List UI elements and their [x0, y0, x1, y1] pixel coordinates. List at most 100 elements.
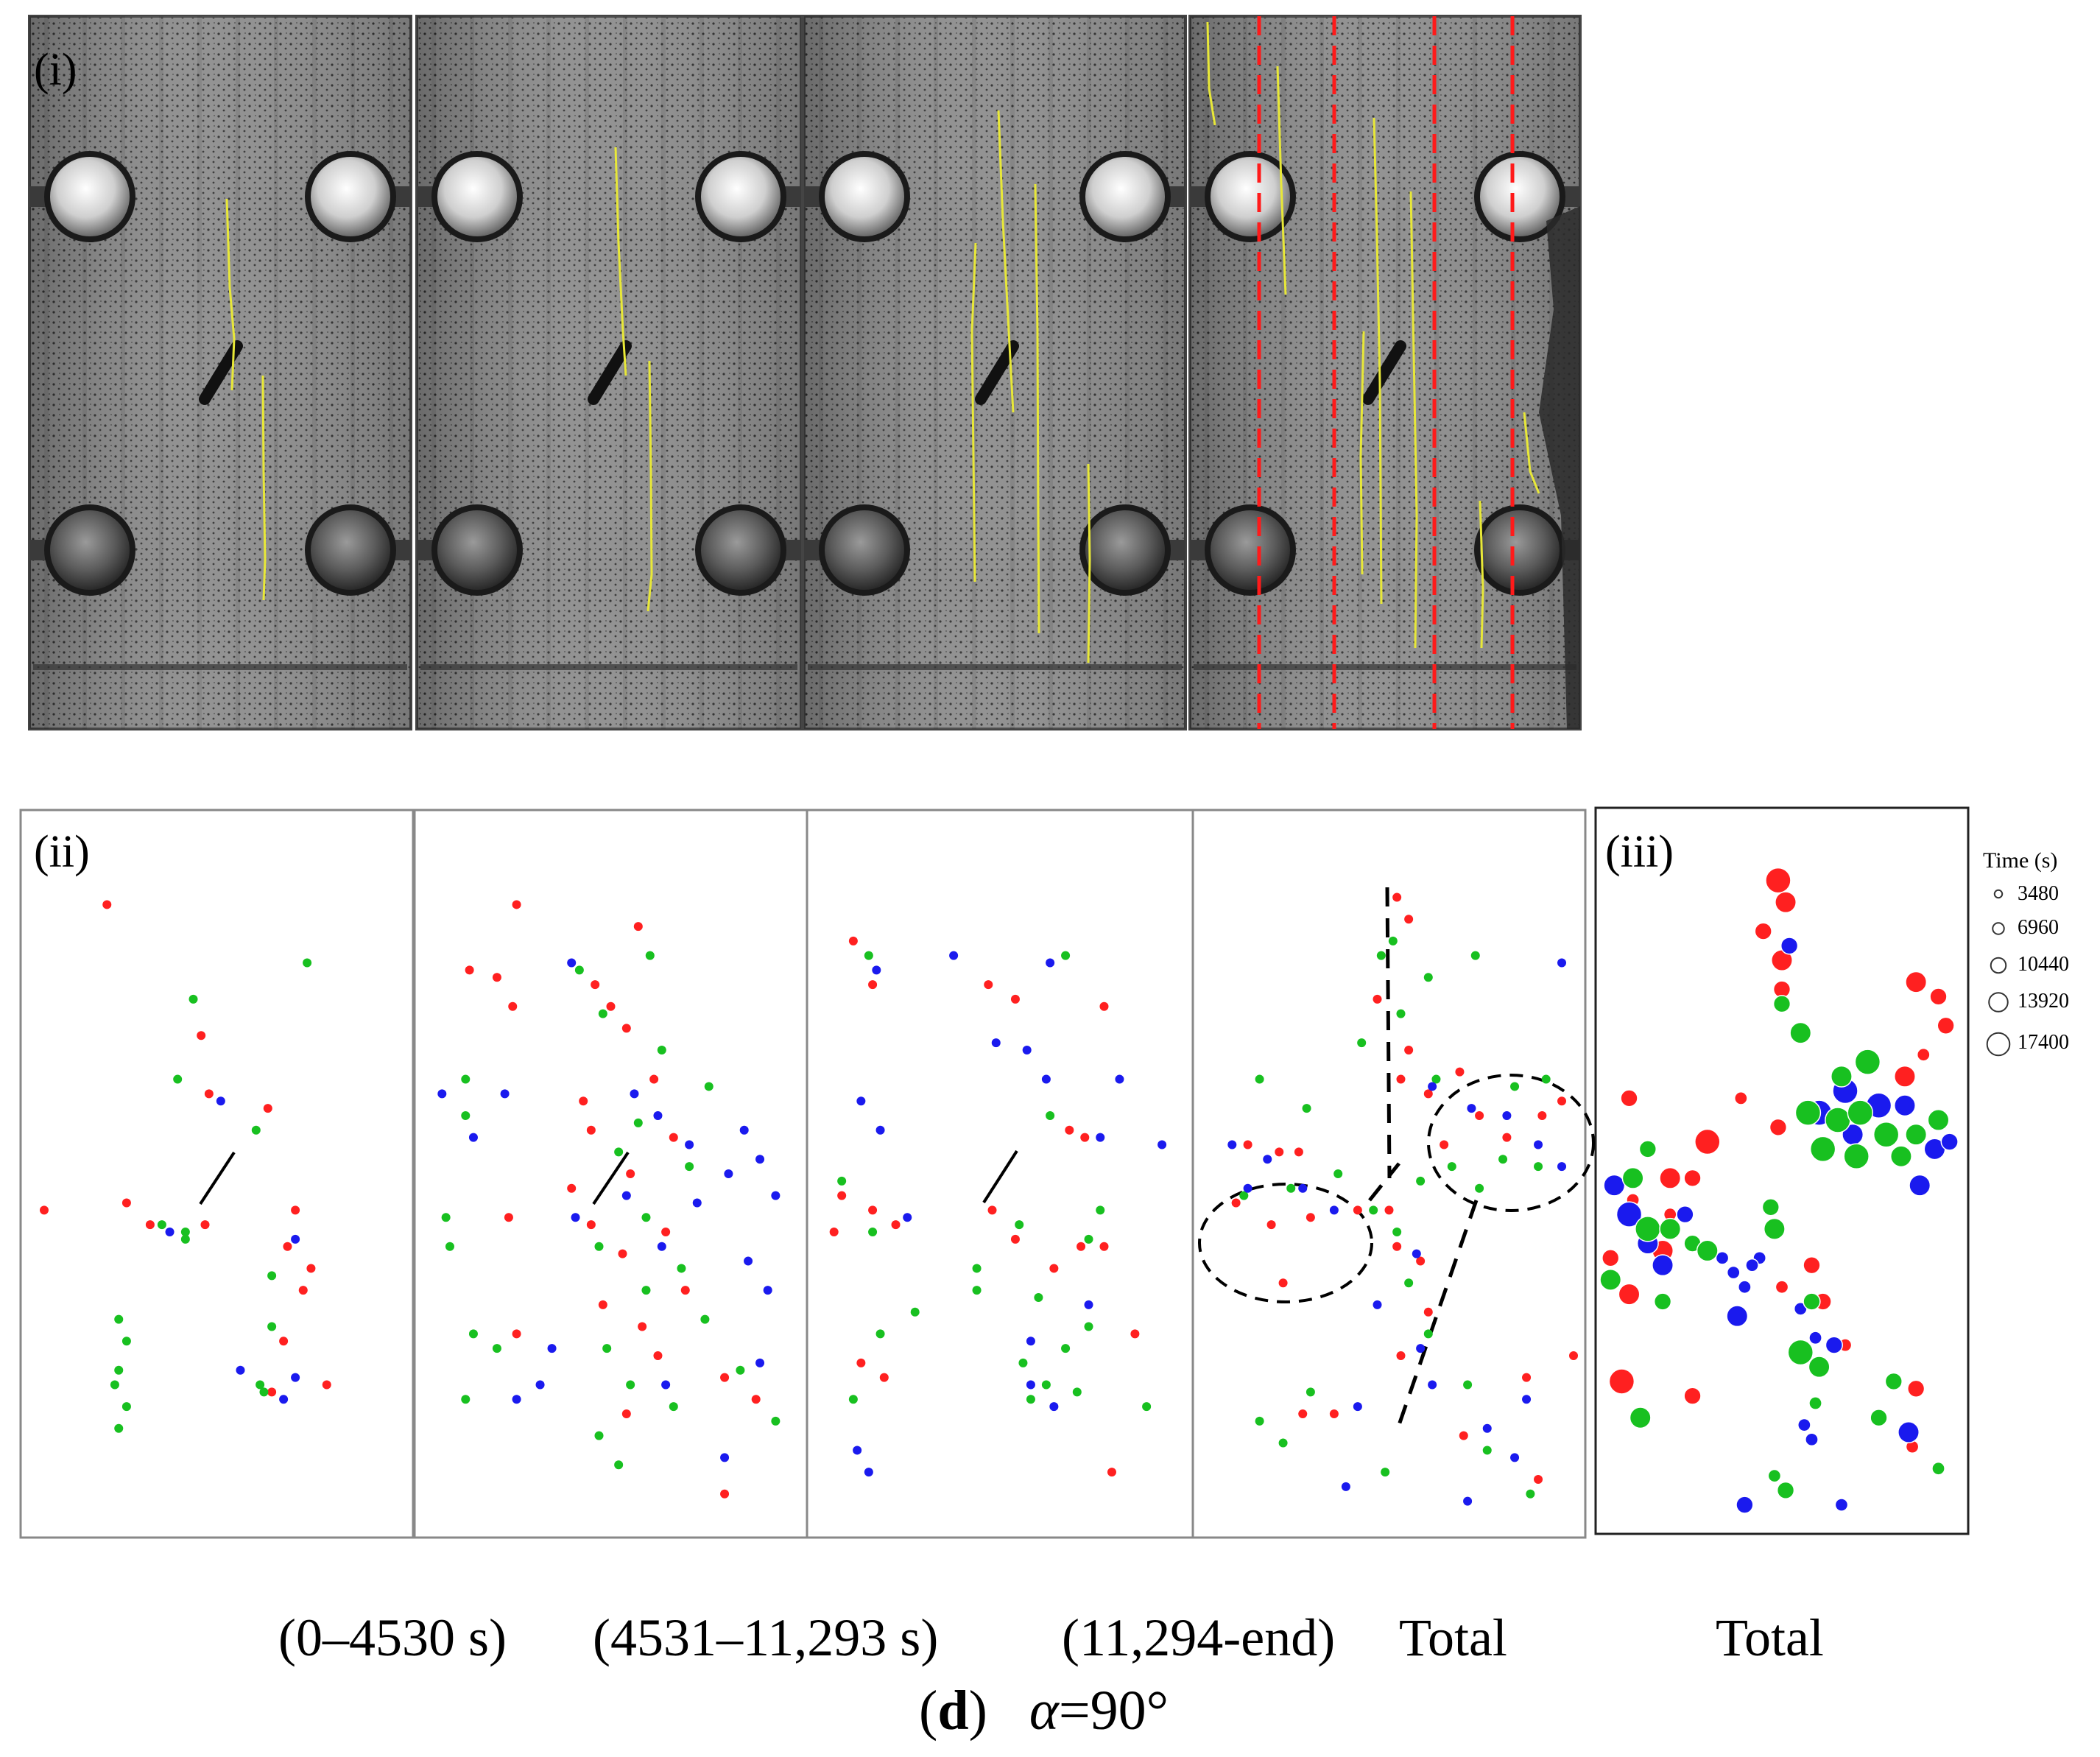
ae-event-red	[204, 1089, 214, 1099]
ae-event-green	[1357, 1038, 1367, 1048]
ae-event-green	[1369, 1205, 1378, 1215]
ae-event-green	[1431, 1074, 1441, 1084]
ae-event-red	[586, 1220, 596, 1230]
ae-event-blue	[621, 1191, 631, 1200]
ae-event-red	[829, 1228, 839, 1237]
ae-event-red	[1275, 1147, 1284, 1157]
ae-event-blue	[1412, 1249, 1421, 1258]
ae-event-red	[649, 1074, 659, 1084]
ae-event-red	[1353, 1205, 1362, 1215]
ae-event-blue	[724, 1169, 733, 1178]
ae-event-blue	[949, 951, 959, 960]
ae-event-blue	[744, 1256, 753, 1266]
notch	[199, 340, 243, 405]
ae-event-green	[1034, 1292, 1043, 1302]
caption-interval-1: (0–4530 s)	[278, 1608, 507, 1667]
ae-event-blue	[875, 1125, 885, 1135]
ae-event-green	[864, 951, 873, 960]
ae-event-blue	[1158, 1140, 1167, 1149]
ae-event-blue	[1534, 1140, 1543, 1149]
ae-event-blue	[720, 1453, 730, 1462]
ae-event-red	[1537, 1110, 1547, 1120]
ae-event-blue	[547, 1344, 557, 1353]
ae-event-green	[1041, 1380, 1051, 1390]
ae-event-red	[621, 1409, 631, 1419]
dic-photo-1	[28, 15, 412, 730]
ae-event-red	[606, 1001, 616, 1011]
crack-trace	[646, 360, 653, 612]
ae-event-blue	[571, 1213, 580, 1222]
ae-event-green	[837, 1176, 847, 1186]
ae-bubble-red	[1916, 1047, 1931, 1062]
ae-event-red	[848, 936, 858, 946]
ae-event-blue	[661, 1380, 671, 1390]
ae-event-green	[1423, 973, 1433, 982]
ae-bubble-blue	[1808, 1331, 1822, 1345]
ae-event-red	[1423, 1089, 1433, 1099]
legend-title: Time (s)	[1983, 848, 2058, 873]
panel-iii-frame	[1594, 806, 1970, 1535]
ae-event-green	[602, 1344, 612, 1353]
ae-event-blue	[771, 1191, 781, 1200]
ae-event-red	[512, 900, 521, 909]
notch	[975, 340, 1019, 405]
ae-bubble-green	[1767, 1468, 1782, 1483]
ae-event-red	[1010, 994, 1020, 1004]
ae-event-red	[1502, 1133, 1512, 1142]
ae-bubble-blue	[1736, 1496, 1754, 1514]
ae-event-green	[1239, 1191, 1249, 1200]
ae-event-green	[492, 1344, 501, 1353]
ae-event-blue	[1502, 1110, 1512, 1120]
ae-event-red	[279, 1337, 289, 1346]
subtitle-open-paren: (	[919, 1680, 938, 1742]
ae-event-red	[512, 1329, 521, 1339]
ae-bubble-green	[1621, 1166, 1644, 1189]
ae-event-red	[626, 1169, 635, 1178]
ae-event-red	[567, 1183, 577, 1193]
legend-value-5: 17400	[2018, 1031, 2069, 1054]
ae-event-green	[669, 1402, 678, 1412]
ae-bubble-green	[1843, 1143, 1870, 1170]
crack-trace	[225, 198, 236, 391]
ae-event-red	[1049, 1264, 1059, 1273]
ae-event-blue	[1428, 1380, 1437, 1390]
ae-bubble-blue	[1898, 1421, 1920, 1443]
ae-bubble-green	[1854, 1049, 1881, 1075]
ae-event-blue	[853, 1446, 862, 1455]
ae-bubble-green	[1635, 1216, 1661, 1242]
ae-event-green	[1510, 1082, 1520, 1091]
ae-event-green	[1302, 1104, 1311, 1113]
ae-bubble-green	[1761, 1198, 1780, 1216]
ae-event-blue	[657, 1242, 666, 1251]
ae-event-red	[1298, 1409, 1308, 1419]
ae-event-blue	[1416, 1344, 1426, 1353]
ae-event-red	[1373, 994, 1382, 1004]
ae-event-green	[1404, 1278, 1414, 1288]
ae-event-blue	[685, 1140, 694, 1149]
ae-event-green	[1541, 1074, 1551, 1084]
ae-event-red	[891, 1220, 901, 1230]
ae-event-blue	[512, 1395, 521, 1404]
ae-event-green	[180, 1228, 190, 1237]
ae-event-blue	[1510, 1453, 1520, 1462]
ae-event-blue	[1022, 1046, 1032, 1055]
ae-event-red	[1080, 1133, 1090, 1142]
ae-bubble-red	[1929, 987, 1948, 1006]
size-legend	[1986, 889, 2011, 1057]
legend-value-2: 6960	[2018, 916, 2059, 939]
ae-bubble-red	[1754, 922, 1772, 940]
ae-bubble-blue	[1676, 1205, 1694, 1224]
ae-event-red	[1534, 1474, 1543, 1484]
ae-event-red	[200, 1220, 210, 1230]
ae-event-blue	[1522, 1395, 1532, 1404]
ae-event-blue	[903, 1213, 912, 1222]
ae-event-green	[441, 1213, 451, 1222]
ae-bubble-blue	[1825, 1336, 1843, 1354]
ae-event-red	[465, 965, 474, 975]
ae-event-green	[1255, 1416, 1264, 1426]
ae-event-green	[303, 958, 312, 968]
legend-circle-3	[1990, 957, 2007, 974]
ae-event-green	[188, 994, 198, 1004]
ae-event-red	[322, 1380, 331, 1390]
ae-event-red	[145, 1220, 155, 1230]
